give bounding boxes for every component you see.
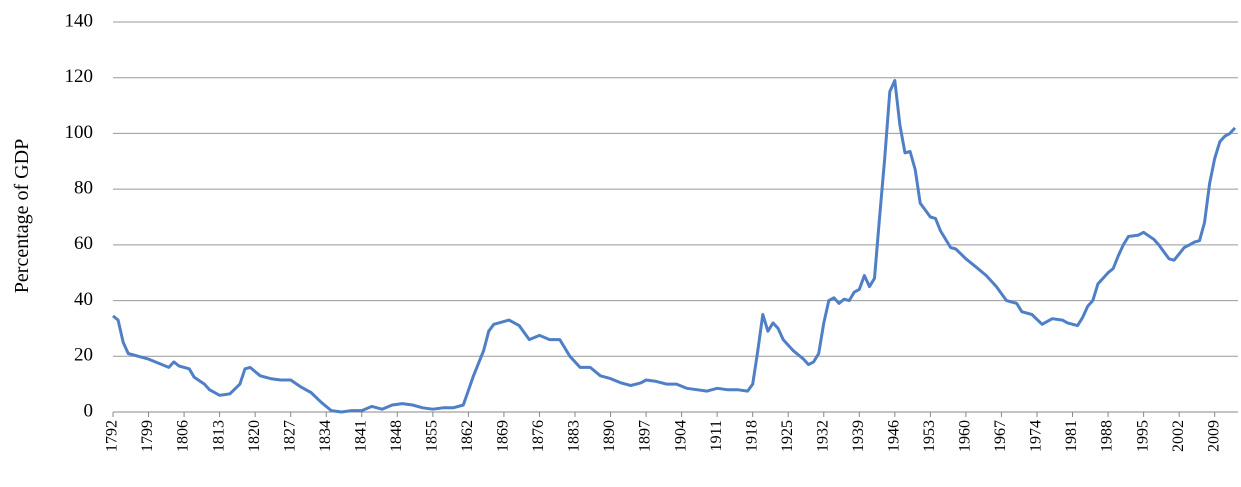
x-tick-label: 1932: [814, 420, 831, 452]
x-tick-label: 1904: [672, 420, 689, 452]
y-axis-label: Percentage of GDP: [11, 139, 33, 293]
x-tick-label: 1890: [601, 420, 618, 452]
x-tick-label: 1925: [779, 420, 796, 452]
y-tick-label: 100: [65, 122, 94, 143]
x-tick-label: 1834: [317, 420, 334, 452]
x-tick-label: 1876: [530, 420, 547, 452]
x-tick-label: 1827: [281, 420, 298, 452]
x-tick-label: 1862: [459, 420, 476, 452]
y-tick-label: 0: [84, 400, 94, 421]
x-tick-label: 1988: [1099, 420, 1116, 452]
y-tick-label: 60: [74, 233, 93, 254]
x-tick-label: 1799: [139, 420, 156, 452]
x-tick-label: 1792: [104, 420, 121, 452]
x-tick-label: 1981: [1063, 420, 1080, 452]
x-tick-label: 1939: [850, 420, 867, 452]
y-tick-label: 20: [74, 345, 93, 366]
x-tick-label: 1820: [246, 420, 263, 452]
x-tick-label: 1855: [424, 420, 441, 452]
x-tick-label: 1960: [957, 420, 974, 452]
x-tick-label: 1967: [992, 420, 1009, 452]
x-tick-label: 1883: [566, 420, 583, 452]
x-tick-label: 1974: [1028, 420, 1045, 452]
x-tick-label: 1897: [637, 420, 654, 452]
x-tick-label: 1806: [175, 420, 192, 452]
x-tick-label: 1918: [743, 420, 760, 452]
x-tick-label: 1911: [708, 420, 725, 451]
x-tick-label: 1953: [921, 420, 938, 452]
x-tick-label: 1848: [388, 420, 405, 452]
x-tick-label: 2002: [1170, 420, 1187, 452]
x-tick-label: 1841: [352, 420, 369, 452]
y-tick-label: 40: [74, 289, 93, 310]
data-line: [112, 79, 1237, 414]
x-tick-label: 1869: [495, 420, 512, 452]
x-tick-label: 1946: [886, 420, 903, 452]
x-tick-label: 1813: [210, 420, 227, 452]
y-tick-label: 120: [65, 66, 94, 87]
x-tick-label: 2009: [1205, 420, 1222, 452]
y-tick-label: 140: [65, 10, 94, 31]
x-tick-label: 1995: [1134, 420, 1151, 452]
y-tick-label: 80: [74, 178, 93, 199]
